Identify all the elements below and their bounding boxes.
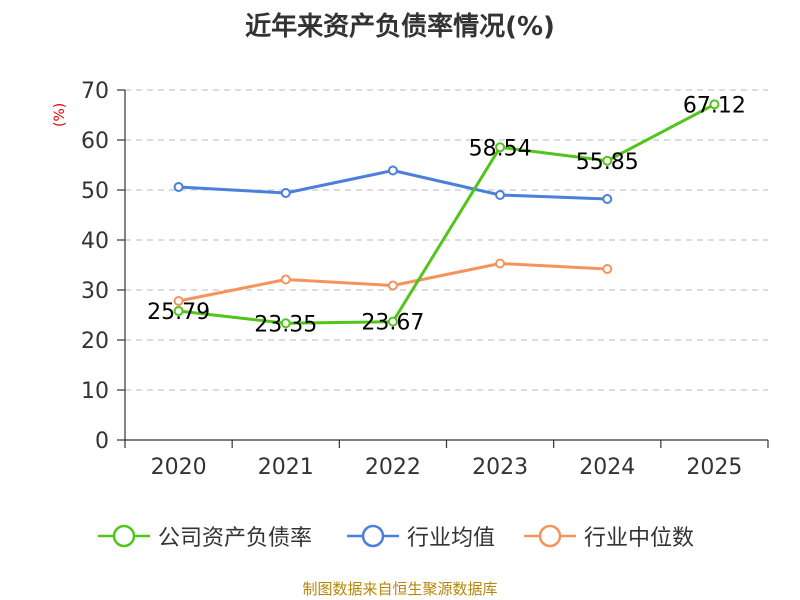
data-point: [495, 258, 506, 269]
data-point: [602, 155, 613, 166]
x-tick-label: 2021: [258, 455, 314, 480]
x-tick-label: 2020: [151, 455, 207, 480]
legend: 公司资产负债率 行业均值 行业中位数: [0, 516, 800, 556]
x-tick-label: 2024: [579, 455, 635, 480]
legend-label: 行业中位数: [584, 526, 695, 551]
data-point: [495, 142, 506, 153]
legend-marker-line-circle-icon: [98, 524, 150, 548]
data-point: [173, 306, 184, 317]
data-point: [173, 296, 184, 306]
data-point: [173, 182, 184, 192]
legend-item-industry-mean[interactable]: 行业均值: [347, 516, 495, 556]
legend-item-industry-median[interactable]: 行业中位数: [524, 516, 694, 556]
data-point: [387, 165, 398, 176]
data-label: 23.67: [361, 311, 424, 336]
x-tick-label: 2022: [365, 455, 421, 480]
y-tick-label: 60: [81, 129, 109, 154]
data-point: [495, 190, 506, 200]
legend-marker-line-circle-icon: [347, 524, 399, 548]
data-source-note: 制图数据来自恒生聚源数据库: [302, 580, 498, 598]
legend-label: 公司资产负债率: [158, 526, 313, 551]
y-tick-label: 20: [81, 329, 109, 354]
data-point: [387, 280, 398, 291]
legend-label: 行业均值: [407, 526, 496, 551]
y-tick-label: 10: [81, 379, 109, 404]
x-tick-label: 2025: [686, 455, 742, 480]
y-tick-label: 40: [81, 229, 109, 254]
data-point: [280, 318, 291, 329]
legend-item-company-debt-ratio[interactable]: 公司资产负债率: [98, 516, 312, 556]
series-line: [178, 103, 716, 325]
data-point: [709, 99, 720, 110]
x-tick-label: 2023: [472, 455, 528, 480]
data-point: [602, 194, 613, 204]
data-label: 23.35: [254, 312, 317, 337]
y-tick-label: 70: [81, 79, 109, 104]
data-label: 67.12: [683, 93, 746, 118]
legend-marker-line-circle-icon: [524, 524, 576, 548]
data-point: [280, 274, 291, 285]
data-label: 58.54: [469, 136, 532, 161]
data-label: 55.85: [576, 150, 639, 175]
y-tick-label: 50: [81, 179, 109, 204]
y-tick-label: 0: [95, 429, 109, 454]
data-point: [280, 188, 291, 198]
chart-title: 近年来资产负债率情况(%): [245, 12, 555, 42]
y-tick-label: 30: [81, 279, 109, 304]
data-point: [387, 316, 398, 327]
data-point: [602, 264, 613, 274]
data-label: 25.79: [147, 300, 210, 325]
